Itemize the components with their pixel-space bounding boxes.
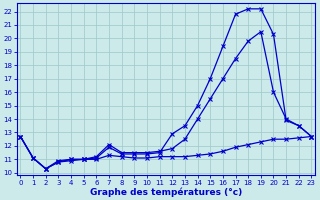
X-axis label: Graphe des températures (°c): Graphe des températures (°c): [90, 187, 242, 197]
